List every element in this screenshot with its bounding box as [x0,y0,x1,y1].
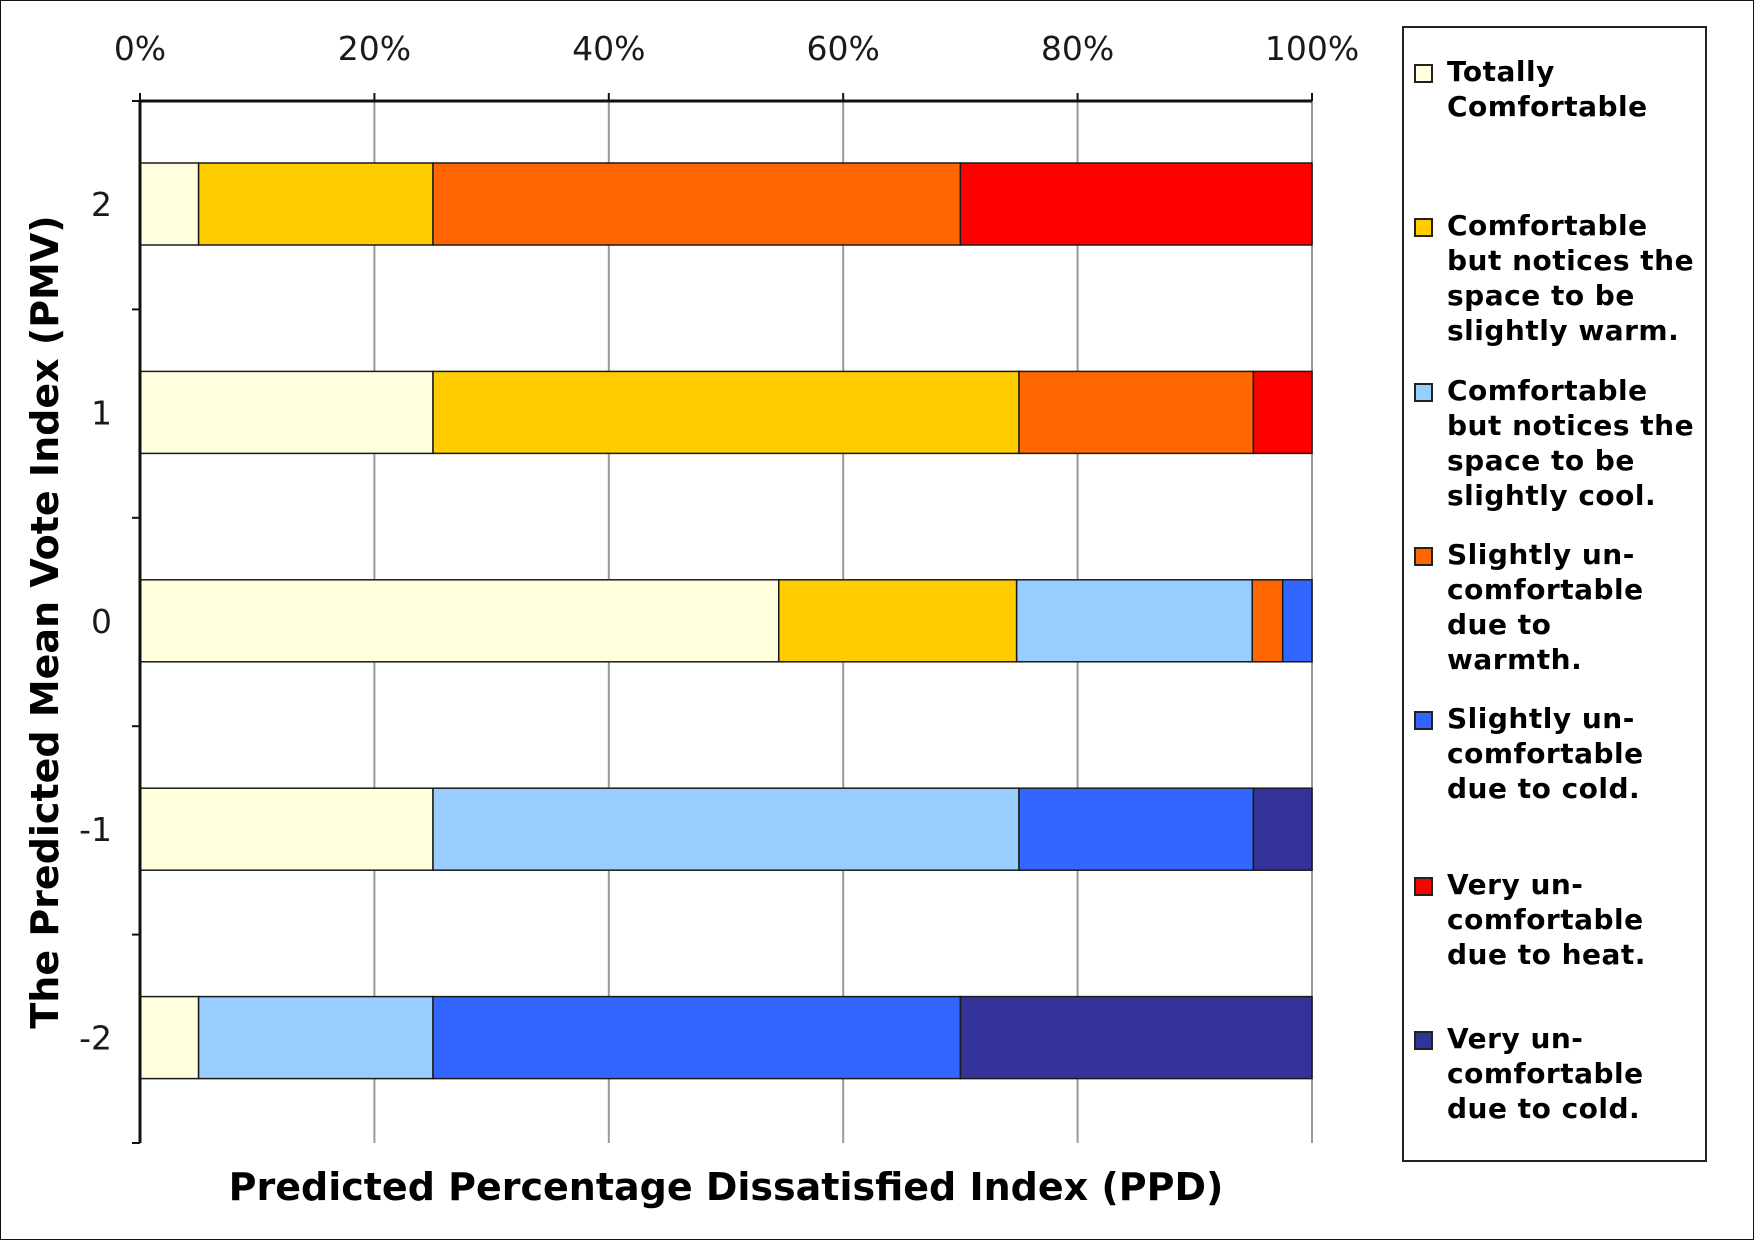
x-tick-label: 100% [1265,29,1359,68]
bar-segment [139,995,200,1080]
legend-item: Very un- comfortable due to heat. [1414,867,1704,972]
bar-segment [139,787,434,871]
axes [138,99,1312,1143]
x-tick-label: 80% [1041,29,1114,68]
x-tick-labels: 0% 20% 40% 60% 80% 100% [114,29,1359,101]
bar-segment [1015,579,1253,663]
y-tick-label: -1 [79,810,112,849]
legend-label: Totally Comfortable [1447,55,1648,123]
bar-segment [432,995,962,1080]
y-tick-label: 0 [91,602,112,641]
legend-item: Comfortable but notices the space to be … [1414,373,1704,513]
bar-segment [1252,370,1313,455]
legend-item: Slightly un- comfortable due to warmth. [1414,537,1704,677]
x-tick-label: 60% [807,29,880,68]
bar-segment [1281,579,1313,663]
legend-item: Totally Comfortable [1414,54,1704,124]
bar-segment [777,579,1018,663]
bar-segment [1251,579,1284,663]
bar-segment [139,579,780,663]
legend-swatch [1414,218,1433,237]
x-axis-title: Predicted Percentage Dissatisfied Index … [229,1165,1224,1209]
bar-segment [959,995,1313,1080]
bar-segment [197,995,434,1080]
legend-label: Very un- comfortable due to cold. [1447,1022,1644,1125]
legend-label: Very un- comfortable due to heat. [1447,868,1646,971]
y-axis-title: The Predicted Mean Vote Index (PMV) [23,215,67,1028]
bar-segment [432,370,1020,455]
x-tick-label: 20% [338,29,411,68]
legend-swatch [1414,547,1433,566]
legend-swatch [1414,711,1433,730]
y-tick-label: -2 [79,1019,112,1058]
x-tick-label: 0% [114,29,166,68]
bar-segment [432,162,962,246]
bar-segment [1252,787,1313,871]
bar-segment [1018,787,1255,871]
legend-swatch [1414,877,1433,896]
legend-item: Very un- comfortable due to cold. [1414,1021,1704,1126]
legend: Totally Comfortable Comfortable but notic… [1402,26,1707,1162]
legend-item: Comfortable but notices the space to be … [1414,208,1704,348]
bar-segments [139,162,1313,1080]
legend-swatch [1414,1031,1433,1050]
legend-label: Slightly un- comfortable due to cold. [1447,702,1644,805]
bar-segment [1018,370,1255,455]
y-tick-labels: 2 1 0 -1 -2 [79,100,140,1144]
bar-segment [432,787,1020,871]
legend-label: Comfortable but notices the space to be … [1447,209,1695,347]
legend-item: Slightly un- comfortable due to cold. [1414,701,1704,806]
x-tick-label: 40% [572,29,645,68]
legend-swatch [1414,64,1433,83]
bar-segment [139,162,200,246]
bar-segment [197,162,434,246]
legend-label: Slightly un- comfortable due to warmth. [1447,538,1644,676]
legend-label: Comfortable but notices the space to be … [1447,374,1695,512]
y-tick-label: 2 [91,185,112,224]
y-tick-label: 1 [91,393,112,432]
legend-swatch [1414,383,1433,402]
bar-segment [139,370,434,455]
bar-segment [959,162,1313,246]
